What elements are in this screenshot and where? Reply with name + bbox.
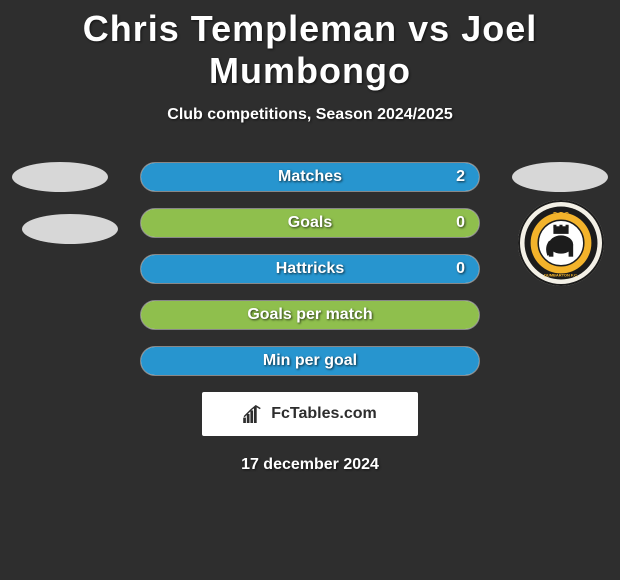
date-text: 17 december 2024 xyxy=(0,456,620,474)
stat-row: Goals per match xyxy=(140,300,480,330)
branding-box: FcTables.com xyxy=(202,392,418,436)
stat-row: Hattricks0 xyxy=(140,254,480,284)
stat-label: Matches xyxy=(141,163,479,191)
player-left-avatar-placeholder-1 xyxy=(12,162,108,192)
badge-text-top: D F C xyxy=(553,211,569,218)
comparison-panel: D F C DUMBARTON F.C. Matches2Goals0Hattr… xyxy=(0,162,620,474)
badge-text-bottom: DUMBARTON F.C. xyxy=(544,272,578,277)
branding-text: FcTables.com xyxy=(271,405,377,423)
stat-value-right: 0 xyxy=(456,209,465,237)
stat-label: Min per goal xyxy=(141,347,479,375)
page-title: Chris Templeman vs Joel Mumbongo xyxy=(0,0,620,92)
subtitle: Club competitions, Season 2024/2025 xyxy=(0,106,620,124)
club-badge: D F C DUMBARTON F.C. xyxy=(518,200,604,286)
stat-label: Goals xyxy=(141,209,479,237)
player-right-avatar-placeholder xyxy=(512,162,608,192)
stat-value-right: 2 xyxy=(456,163,465,191)
player-left-avatar-placeholder-2 xyxy=(22,214,118,244)
stat-label: Hattricks xyxy=(141,255,479,283)
club-badge-icon: D F C DUMBARTON F.C. xyxy=(523,205,599,281)
fctables-logo-icon xyxy=(243,405,265,423)
stat-row: Min per goal xyxy=(140,346,480,376)
stat-label: Goals per match xyxy=(141,301,479,329)
stat-row: Matches2 xyxy=(140,162,480,192)
stat-row: Goals0 xyxy=(140,208,480,238)
stat-value-right: 0 xyxy=(456,255,465,283)
stat-rows: Matches2Goals0Hattricks0Goals per matchM… xyxy=(140,162,480,376)
